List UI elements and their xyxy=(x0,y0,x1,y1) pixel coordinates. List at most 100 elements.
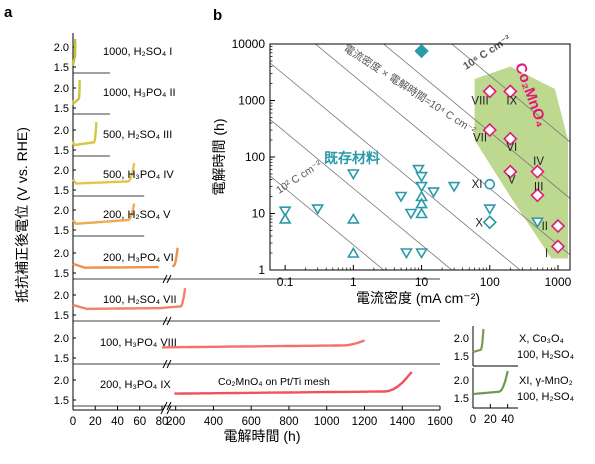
existing-point xyxy=(278,212,292,224)
panel-a-row-V: 2.0 1.5 200, H₂SO₄ V xyxy=(54,203,171,237)
y-tick-label: 2.0 xyxy=(54,165,69,177)
row-label-VII: 100, H₂SO₄ VII xyxy=(103,294,177,306)
co2mno4-point-VIII xyxy=(482,84,497,99)
y-tick-label: 2.0 xyxy=(54,333,69,345)
panel-a-row-III: 2.0 1.5 500, H₂SO₄ III xyxy=(54,121,172,157)
side-label-line2: 100, H₂SO₄ xyxy=(517,349,575,361)
y-tick-label: 2.0 xyxy=(54,375,69,387)
curve-IX xyxy=(174,371,413,395)
charge-line xyxy=(270,119,453,270)
point-label-VIII: VIII xyxy=(471,96,488,108)
x-tick-label: 200 xyxy=(166,416,185,428)
b-y-tick-label: 1000 xyxy=(238,94,265,108)
existing-point xyxy=(278,206,292,218)
x-tick-label: 1200 xyxy=(352,416,378,428)
b-x-tick-label: 1 xyxy=(350,275,357,289)
y-tick-label: 1.5 xyxy=(54,353,69,365)
curve-IV xyxy=(72,162,136,185)
x-tick-label: 1600 xyxy=(427,416,453,428)
existing-point xyxy=(415,248,428,260)
existing-point xyxy=(346,212,360,224)
point-label-III: III xyxy=(534,182,544,194)
y-tick-label: 1.5 xyxy=(454,351,469,363)
x-tick-label: 800 xyxy=(279,416,298,428)
charge-line xyxy=(270,175,385,270)
side-x-tick-label: 40 xyxy=(501,414,514,426)
axis-break xyxy=(166,401,172,411)
curve-I xyxy=(71,38,77,66)
side-curve xyxy=(472,328,485,354)
row-label-IV: 500, H₃PO₄ IV xyxy=(103,169,174,181)
y-tick-label: 2.0 xyxy=(54,248,69,260)
x-tick-label: 1000 xyxy=(314,416,340,428)
existing-point xyxy=(346,169,360,181)
y-tick-label: 2.0 xyxy=(54,205,69,217)
existing-point xyxy=(415,207,428,219)
co2mno4-point-VII xyxy=(482,122,497,138)
x-tick-label: 400 xyxy=(204,416,223,428)
charge-line xyxy=(451,44,570,143)
existing-point xyxy=(482,215,497,230)
y-tick-label: 2.0 xyxy=(454,333,469,345)
existing-point xyxy=(415,181,428,193)
co2mno4-point-III xyxy=(530,188,545,203)
co2mno4-point-IX xyxy=(503,84,518,99)
curve-III xyxy=(71,121,98,147)
curve-VI xyxy=(72,247,179,269)
x-tick-label: 0 xyxy=(70,416,76,428)
y-tick-label: 2.0 xyxy=(54,83,69,95)
plot-b-area xyxy=(270,44,570,270)
panel-a-xlabel: 電解時間 (h) xyxy=(224,428,301,444)
point-label-IV: IV xyxy=(533,156,544,168)
side-curve xyxy=(472,370,509,396)
panel-a-row-VII: 2.0 1.5 100, H₂SO₄ VII xyxy=(54,288,440,326)
row-label-VIII: 100, H₃PO₄ VIII xyxy=(100,337,177,349)
existing-point xyxy=(427,187,440,199)
row-label-I: 1000, H₂SO₄ I xyxy=(103,46,172,58)
point-label-X: X xyxy=(475,217,483,229)
panel-a-row-IV: 2.0 1.5 500, H₃PO₄ IV xyxy=(54,162,174,197)
charge-line xyxy=(314,44,570,256)
curve-VIII xyxy=(161,339,365,349)
panel-a-ylabel: 抵抗補正後電位 (V vs. RHE) xyxy=(14,127,30,303)
b-y-tick-label: 10000 xyxy=(232,37,266,51)
existing-materials-label: 既存材料 xyxy=(324,150,380,166)
existing-point xyxy=(311,204,325,216)
y-tick-label: 2.0 xyxy=(54,42,69,54)
panel-a-row-II: 2.0 1.5 1000, H₃PO₄ II xyxy=(54,79,176,115)
co2mno4-point-IV xyxy=(530,164,545,179)
point-label-II: II xyxy=(542,221,548,233)
b-x-tick-label: 100 xyxy=(480,275,500,289)
row-label-II: 1000, H₃PO₄ II xyxy=(103,87,176,99)
y-tick-label: 1.5 xyxy=(54,310,69,322)
side-label-line1: XI, γ-MnO₂ xyxy=(519,375,573,387)
existing-point xyxy=(483,204,497,216)
y-tick-label: 1.5 xyxy=(54,395,69,407)
x-tick-label: 80 xyxy=(156,416,169,428)
existing-point xyxy=(404,208,418,220)
curve-VII xyxy=(72,288,187,311)
panel-a-row-VIII: 2.0 1.5 100, H₃PO₄ VIII xyxy=(54,333,440,369)
curve-V xyxy=(72,203,136,225)
panel-a-row-I: 2.0 1.5 1000, H₂SO₄ I xyxy=(54,38,172,74)
co2mno4-region xyxy=(474,66,568,259)
panel-a-letter: a xyxy=(4,4,13,21)
side-label-line2: 100, H₂SO₄ xyxy=(517,391,575,403)
axis-break xyxy=(166,405,172,415)
existing-point xyxy=(415,171,428,183)
y-tick-label: 1.5 xyxy=(54,62,69,74)
y-tick-label: 1.5 xyxy=(54,185,69,197)
co2mno4-point-I xyxy=(550,239,566,254)
side-panel-X: 2.0 1.5 X, Co₃O₄ 100, H₂SO₄ xyxy=(454,326,575,367)
side-label-line1: X, Co₃O₄ xyxy=(519,333,565,345)
row-label-IX: 200, H₃PO₄ IX xyxy=(100,379,171,391)
existing-point xyxy=(394,191,408,203)
side-x-tick-label: 0 xyxy=(470,414,476,426)
axis-break xyxy=(162,316,168,326)
x-tick-label: 60 xyxy=(133,416,146,428)
point-label-XI: XI xyxy=(472,179,483,191)
y-tick-label: 1.5 xyxy=(54,145,69,157)
x-tick-label: 1400 xyxy=(389,416,415,428)
existing-point xyxy=(412,164,425,176)
